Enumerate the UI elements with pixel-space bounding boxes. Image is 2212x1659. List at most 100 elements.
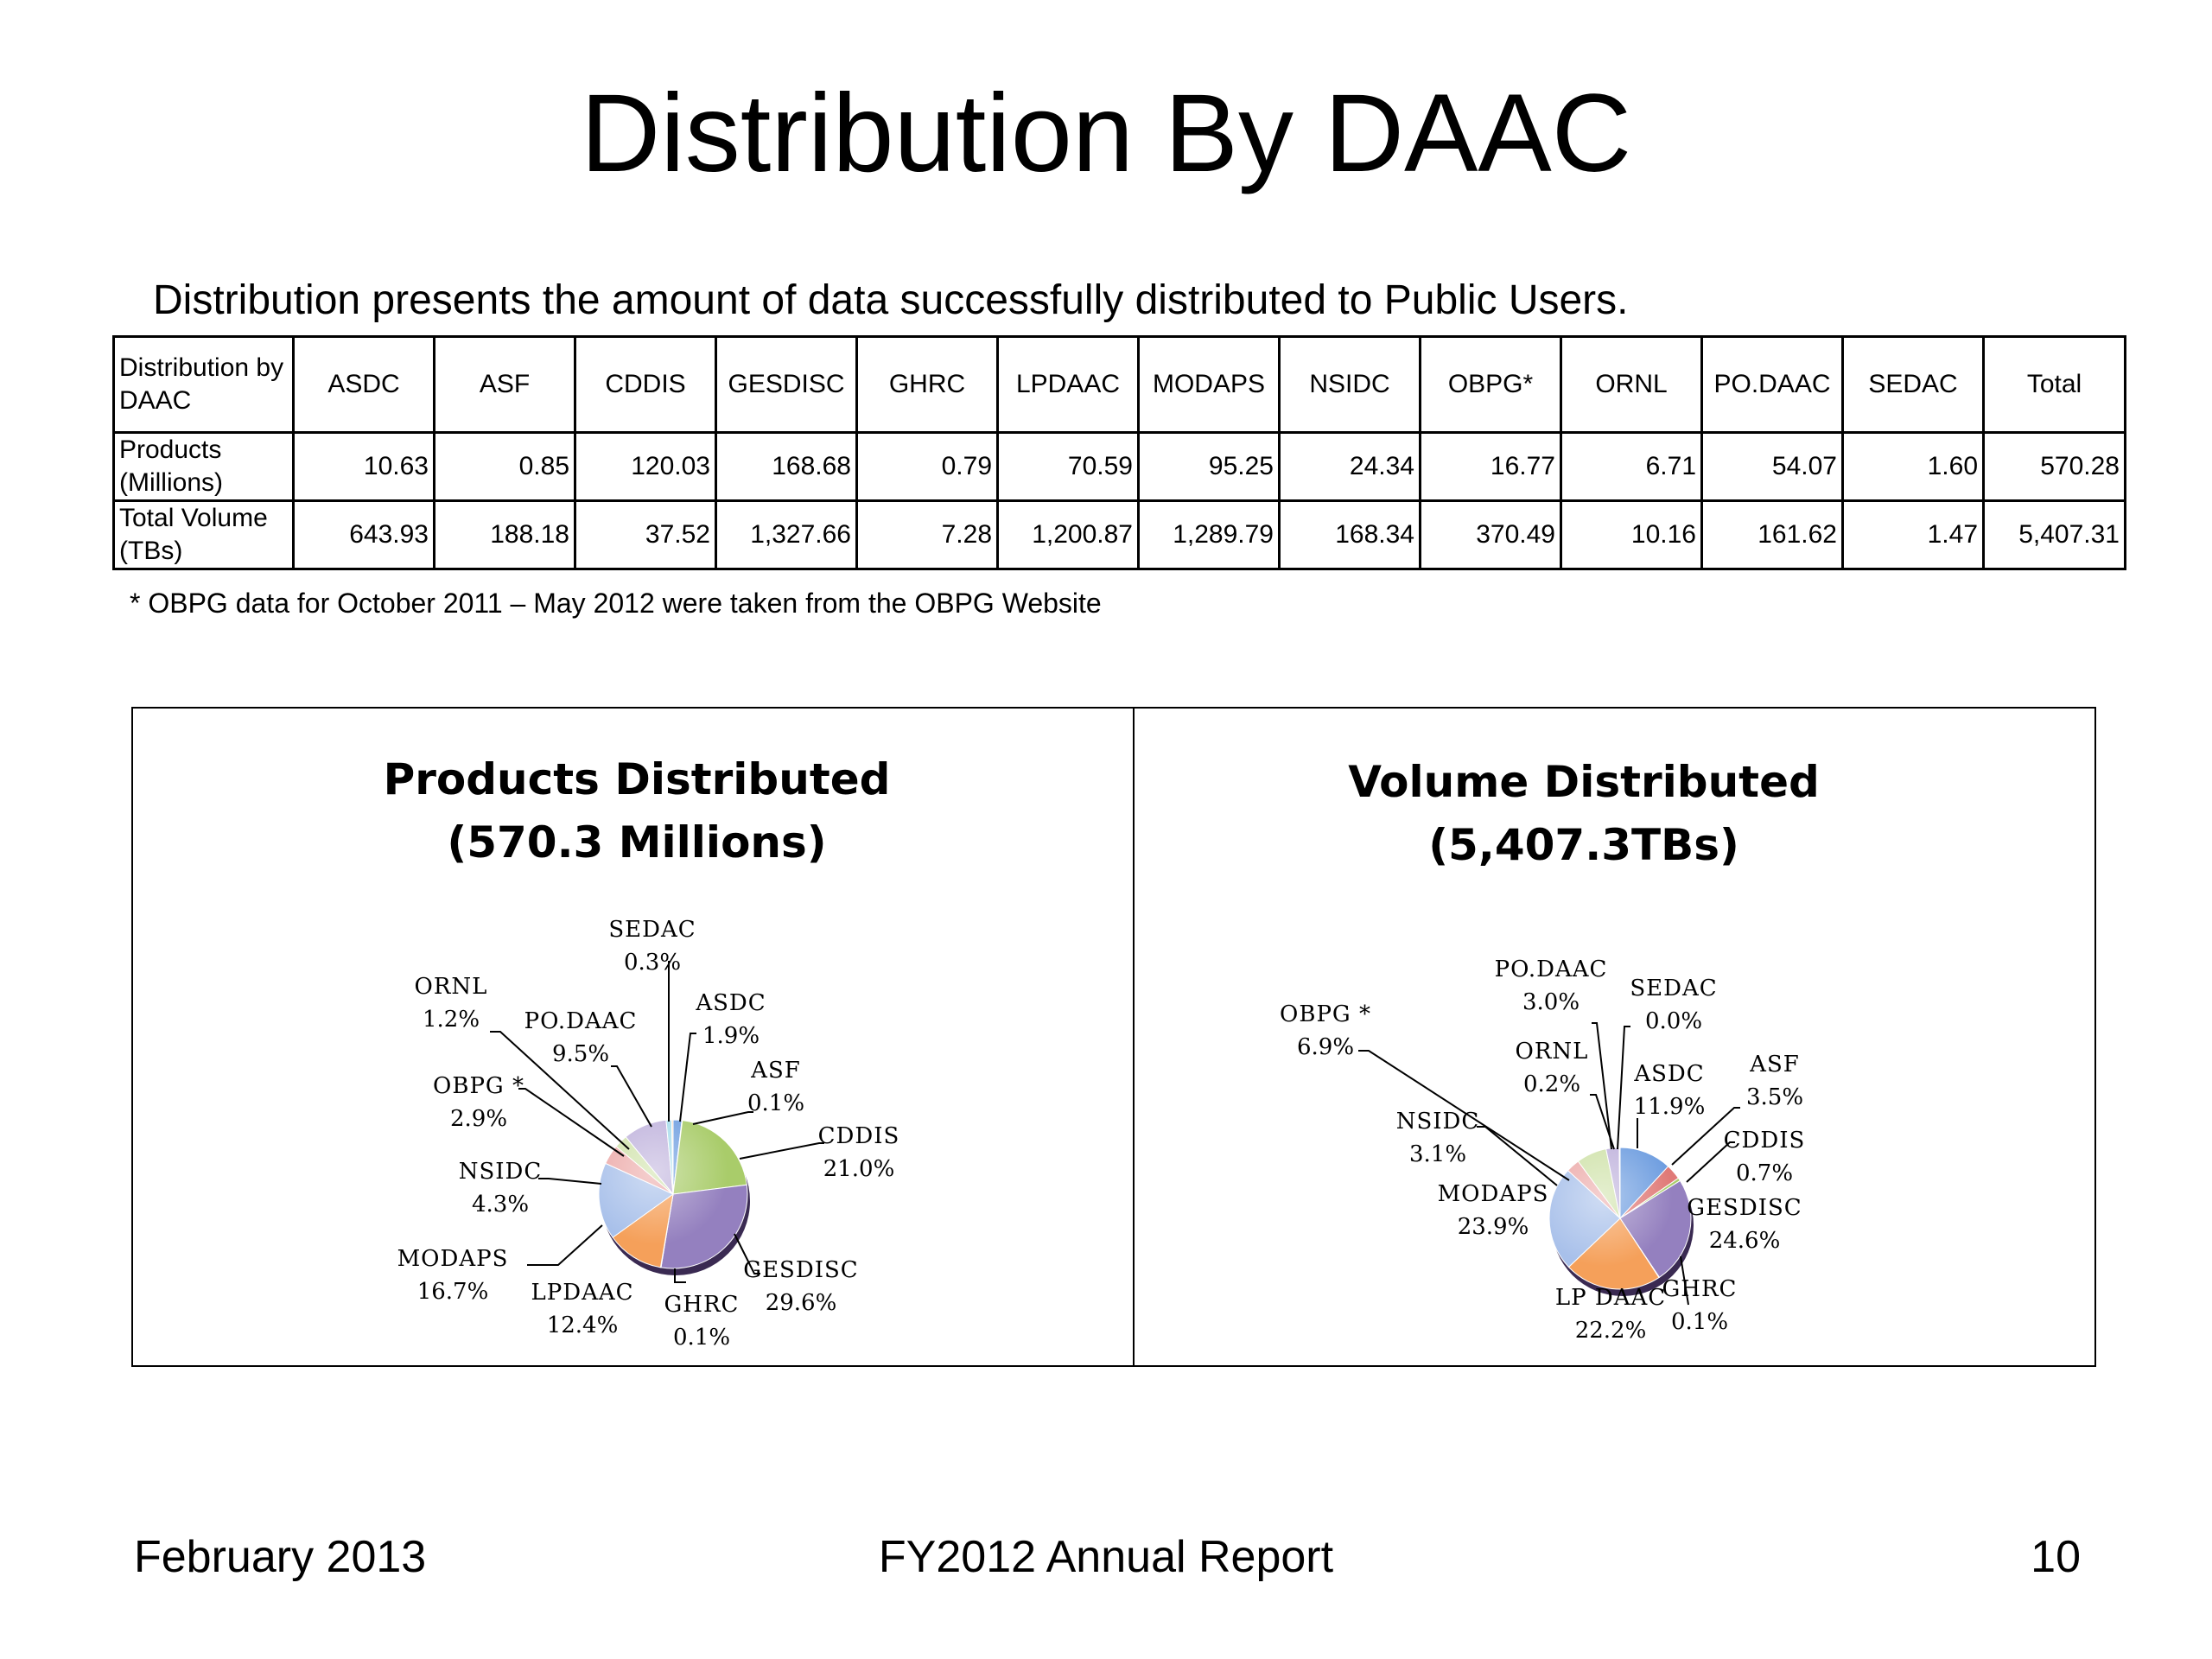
charts-panel: Products Distributed (570.3 Millions) ASDC… [131, 707, 2096, 1367]
leader-line-ornl [490, 1031, 630, 1150]
footer-report-name: FY2012 Annual Report [878, 1532, 1334, 1582]
table-cell: 1,327.66 [715, 499, 858, 570]
table-cell: 570.28 [1982, 431, 2126, 502]
slice-label-ghrc: GHRC [1662, 1276, 1738, 1302]
pie-charts: Products Distributed (570.3 Millions) ASDC… [384, 754, 1820, 1351]
table-header-row: Distribution by DAAC ASDC ASF CDDIS GESD… [112, 335, 2126, 434]
table-cell: 0.85 [433, 431, 576, 502]
slice-percent-obpg: 2.9% [450, 1106, 507, 1132]
column-header: SEDAC [1841, 335, 1985, 434]
slice-label-asf: ASF [1749, 1052, 1800, 1077]
leader-line-sedac [1617, 1026, 1630, 1150]
slice-percent-gesdisc: 29.6% [766, 1290, 837, 1316]
leader-line-nsidc [538, 1178, 602, 1185]
table-cell: 10.16 [1560, 499, 1703, 570]
table-cell: 188.18 [433, 499, 576, 570]
pie-chart-2: Volume Distributed (5,407.3TBs) ASDC 11.9% A… [1280, 757, 1820, 1344]
column-header: CDDIS [574, 335, 717, 434]
slice-label-obpg: OBPG * [1280, 1001, 1371, 1027]
column-header: MODAPS [1137, 335, 1281, 434]
slice-percent-nsidc: 3.1% [1409, 1141, 1466, 1167]
slice-label-nsidc: NSIDC [459, 1159, 543, 1185]
slice-percent-cddis: 21.0% [823, 1156, 895, 1182]
column-header: GHRC [855, 335, 999, 434]
distribution-table: Distribution by DAAC ASDC ASF CDDIS GESD… [112, 335, 2126, 570]
slice-percent-cddis: 0.7% [1736, 1160, 1793, 1186]
table-cell: 1,289.79 [1137, 499, 1281, 570]
slice-percent-sedac: 0.3% [624, 950, 681, 976]
leader-line-ghrc [674, 1268, 686, 1283]
intro-text: Distribution presents the amount of data… [153, 277, 1629, 323]
pie-chart-1: Products Distributed (570.3 Millions) ASDC… [384, 754, 899, 1351]
table-cell: 5,407.31 [1982, 499, 2126, 570]
slice-label-cddis: CDDIS [1724, 1128, 1806, 1154]
leader-line-asf [1671, 1107, 1740, 1166]
table-cell: 168.68 [715, 431, 858, 502]
slice-percent-lpdaac: 12.4% [547, 1313, 619, 1338]
slice-label-gesdisc: GESDISC [1687, 1195, 1802, 1221]
table-cell: 70.59 [996, 431, 1140, 502]
slice-label-asdc: ASDC [695, 990, 766, 1016]
leader-line-ghrc [1680, 1255, 1689, 1306]
chart-subtitle: (570.3 Millions) [447, 817, 826, 868]
table-cell: 16.77 [1419, 431, 1562, 502]
table-cell: 6.71 [1560, 431, 1703, 502]
table-cell: 161.62 [1700, 499, 1844, 570]
column-header: ORNL [1560, 335, 1703, 434]
slice-label-po-daac: PO.DAAC [1495, 957, 1608, 982]
leader-line-ornl [1590, 1094, 1615, 1150]
leader-line-modaps [527, 1224, 603, 1266]
leader-line-po-daac [1592, 1022, 1612, 1150]
row-label: Total Volume (TBs) [112, 499, 295, 570]
slice-percent-lp-daac: 22.2% [1575, 1318, 1647, 1344]
slice-label-modaps: MODAPS [1438, 1181, 1549, 1207]
panel-divider [1133, 709, 1135, 1365]
leader-line-asdc [679, 1033, 696, 1122]
leader-line-cddis [1686, 1141, 1735, 1183]
table-cell: 0.79 [855, 431, 999, 502]
table-cell: 1.60 [1841, 431, 1985, 502]
table-row: Products (Millions) 10.63 0.85 120.03 16… [112, 431, 2126, 502]
slice-label-lp-daac: LP DAAC [1555, 1285, 1666, 1311]
column-header: LPDAAC [996, 335, 1140, 434]
slice-percent-ornl: 1.2% [423, 1007, 480, 1033]
leader-line-obpg [518, 1088, 625, 1157]
table-cell: 1.47 [1841, 499, 1985, 570]
table-cell: 643.93 [292, 499, 435, 570]
slice-label-ornl: ORNL [415, 974, 488, 1000]
column-header: ASDC [292, 335, 435, 434]
slice-label-sedac: SEDAC [1630, 976, 1717, 1001]
leader-line-obpg [1358, 1050, 1570, 1181]
leader-line-asf [692, 1111, 753, 1125]
table-cell: 54.07 [1700, 431, 1844, 502]
slice-percent-asf: 0.1% [747, 1090, 804, 1116]
column-header: PO.DAAC [1700, 335, 1844, 434]
chart-title: Products Distributed [384, 754, 891, 804]
leader-line-gesdisc [734, 1233, 760, 1274]
slice-label-obpg: OBPG * [433, 1073, 524, 1099]
column-header: ASF [433, 335, 576, 434]
footer-page-number: 10 [2031, 1532, 2081, 1582]
pie-highlight [599, 1120, 747, 1268]
footer-date: February 2013 [134, 1532, 427, 1582]
leader-line-nsidc [1477, 1126, 1558, 1186]
slice-percent-ornl: 0.2% [1523, 1071, 1580, 1097]
slice-label-ghrc: GHRC [664, 1292, 740, 1318]
table-cell: 120.03 [574, 431, 717, 502]
table-cell: 168.34 [1278, 499, 1421, 570]
slice-percent-ghrc: 0.1% [673, 1325, 730, 1351]
table-cell: 370.49 [1419, 499, 1562, 570]
slice-percent-nsidc: 4.3% [472, 1192, 529, 1217]
slice-percent-modaps: 23.9% [1458, 1214, 1529, 1240]
column-header: GESDISC [715, 335, 858, 434]
slice-percent-po-daac: 9.5% [552, 1041, 609, 1067]
slice-percent-po-daac: 3.0% [1522, 989, 1580, 1015]
footnote: * OBPG data for October 2011 – May 2012 … [130, 588, 1102, 619]
table-row: Total Volume (TBs) 643.93 188.18 37.52 1… [112, 499, 2126, 570]
slide-title: Distribution By DAAC [580, 72, 1632, 195]
slice-label-gesdisc: GESDISC [743, 1257, 858, 1283]
slice-percent-asdc: 1.9% [702, 1023, 760, 1049]
table-cell: 7.28 [855, 499, 999, 570]
leader-line-cddis [739, 1142, 824, 1160]
table-cell: 1,200.87 [996, 499, 1140, 570]
